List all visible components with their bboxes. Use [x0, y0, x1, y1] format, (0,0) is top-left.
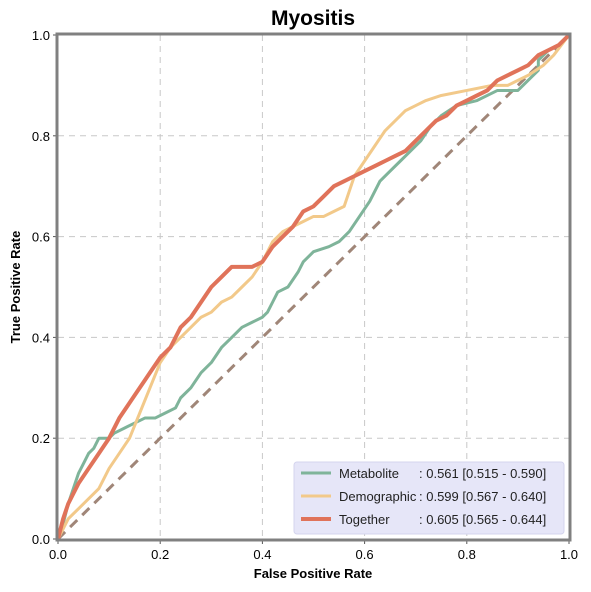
y-tick-label: 0.6: [32, 230, 50, 245]
legend-auc-together: : 0.605 [0.565 - 0.644]: [419, 512, 546, 527]
y-tick-label: 1.0: [32, 28, 50, 43]
x-tick-label: 0.8: [458, 547, 476, 562]
grid: [58, 35, 569, 539]
x-tick-label: 0.4: [253, 547, 271, 562]
x-tick-label: 0.2: [151, 547, 169, 562]
legend: Metabolite : 0.561 [0.515 - 0.590]Demogra…: [293, 461, 565, 535]
y-tick-label: 0.2: [32, 431, 50, 446]
roc-curve-together: [56, 33, 571, 541]
chart-title: Myositis: [271, 7, 355, 30]
x-tick-label: 0.6: [356, 547, 374, 562]
y-tick-label: 0.4: [32, 330, 50, 345]
x-tick-label: 1.0: [560, 547, 578, 562]
y-axis-label: True Positive Rate: [8, 231, 23, 344]
legend-label-demographic: Demographic: [339, 489, 417, 504]
plot-lines: [56, 33, 571, 541]
x-axis-label: False Positive Rate: [254, 566, 373, 581]
y-tick-label: 0.0: [32, 532, 50, 547]
plot-frame: [55, 32, 572, 542]
legend-auc-demographic: : 0.599 [0.567 - 0.640]: [419, 489, 546, 504]
legend-box: [293, 461, 565, 535]
legend-label-metabolite: Metabolite: [339, 466, 399, 481]
legend-auc-metabolite: : 0.561 [0.515 - 0.590]: [419, 466, 546, 481]
ticks: 0.0 0.2 0.4 0.6 0.8 1.0 0.0 0.2 0.4 0.6 0.8 1.0: [32, 28, 578, 562]
chance-reference-line: [56, 33, 571, 541]
x-tick-label: 0.0: [49, 547, 67, 562]
y-tick-label: 0.8: [32, 129, 50, 144]
legend-label-together: Together: [339, 512, 390, 527]
